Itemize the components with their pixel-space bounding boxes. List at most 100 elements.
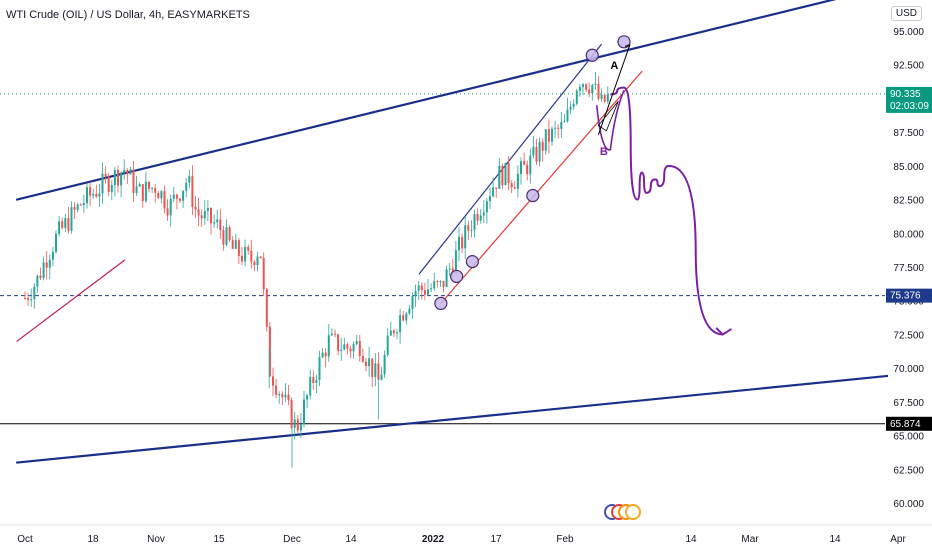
candle-body: [64, 218, 67, 228]
candle-body: [330, 333, 333, 336]
candle-body: [135, 186, 138, 194]
candle-body: [374, 363, 377, 377]
time-tick-label: Apr: [890, 534, 906, 545]
touch-point-marker[interactable]: [617, 35, 631, 49]
wave-b-path[interactable]: [595, 90, 625, 151]
candle-body: [259, 256, 262, 259]
candle-body: [563, 121, 566, 123]
candle-body: [414, 290, 417, 297]
candle-body: [402, 315, 405, 321]
candle-body: [30, 299, 33, 301]
candle-body: [523, 161, 526, 165]
candle-body: [166, 208, 169, 216]
candle-body: [48, 259, 51, 268]
candle-body: [82, 203, 85, 206]
candle-body: [309, 377, 312, 396]
touch-point-marker[interactable]: [465, 255, 479, 269]
candle-body: [606, 94, 609, 102]
touch-point-marker[interactable]: [450, 269, 464, 284]
candle-body: [160, 191, 163, 199]
candle-body: [461, 237, 464, 249]
price-tick-label: 70.000: [893, 364, 924, 375]
candle-body: [182, 190, 185, 201]
candle-body: [244, 246, 247, 262]
touch-point-marker[interactable]: [526, 188, 540, 203]
candle-body: [278, 394, 281, 396]
price-tick-label: 92.500: [893, 61, 924, 72]
candle-body: [467, 225, 470, 231]
candle-body: [247, 246, 250, 251]
arrow-a-head: [624, 44, 631, 50]
candle-body: [492, 187, 495, 197]
candle-body: [210, 207, 212, 224]
candle-body: [315, 379, 318, 384]
candle-body: [442, 281, 445, 287]
candle-body: [479, 215, 482, 221]
candle-body: [113, 169, 116, 185]
candle-body: [368, 358, 371, 367]
candle-body: [482, 212, 485, 216]
candle-body: [603, 94, 606, 102]
candle-body: [600, 94, 603, 99]
candle-body: [557, 127, 560, 129]
candle-body: [544, 129, 547, 151]
candle-body: [33, 286, 36, 300]
candle-body: [321, 352, 324, 358]
candle-body: [296, 419, 299, 431]
time-tick-label: Mar: [741, 534, 759, 545]
time-tick-label: 17: [490, 534, 502, 545]
candle-body: [237, 240, 240, 256]
candle-body: [123, 169, 126, 173]
candle-body: [58, 221, 61, 234]
candle-body: [361, 356, 364, 362]
currency-button[interactable]: USD: [890, 6, 922, 21]
event-flag-icon[interactable]: [625, 504, 641, 520]
candle-body: [547, 129, 550, 142]
candle-body: [67, 218, 70, 231]
candle-body: [104, 173, 107, 177]
trend-line-lower-channel[interactable]: [15, 373, 900, 464]
candle-body: [343, 344, 346, 350]
candle-body: [578, 86, 581, 91]
candle-body: [148, 181, 150, 189]
candle-body: [117, 169, 119, 186]
candle-body: [535, 146, 538, 162]
trend-line-rally-upper[interactable]: [418, 43, 602, 275]
level-2-tag: [886, 416, 932, 431]
candle-body: [287, 394, 290, 401]
candle-body: [179, 198, 181, 201]
candle-body: [433, 281, 436, 289]
candle-body: [272, 376, 274, 386]
level-1-tag-text: 75.376: [890, 291, 921, 302]
trend-line-upper-channel[interactable]: [15, 0, 898, 201]
candle-body: [430, 288, 433, 290]
candle-body: [92, 193, 95, 196]
candle-body: [73, 207, 76, 210]
candle-body: [256, 256, 259, 266]
candle-body: [355, 340, 358, 345]
current-price-tag-text: 02:03:09: [890, 101, 929, 112]
candle-body: [231, 240, 234, 249]
candle-body: [151, 187, 154, 189]
price-tick-label: 82.500: [893, 196, 924, 207]
price-tick-label: 85.000: [893, 162, 924, 173]
candle-body: [241, 255, 243, 262]
projection-path[interactable]: [610, 86, 723, 336]
candle-body: [76, 204, 79, 210]
candle-body: [516, 173, 519, 189]
trend-line-october-support[interactable]: [16, 259, 126, 342]
candle-body: [504, 162, 507, 186]
touch-point-marker[interactable]: [434, 296, 448, 311]
price-tick-label: 95.000: [893, 27, 924, 38]
candle-body: [324, 352, 327, 357]
candle-body: [532, 146, 535, 156]
touch-point-marker[interactable]: [585, 48, 599, 62]
candle-body: [299, 424, 302, 431]
candle-body: [458, 237, 460, 251]
candle-body: [470, 229, 473, 231]
candle-body: [334, 333, 336, 335]
candle-body: [476, 213, 479, 221]
triangle-pattern[interactable]: [597, 100, 619, 132]
